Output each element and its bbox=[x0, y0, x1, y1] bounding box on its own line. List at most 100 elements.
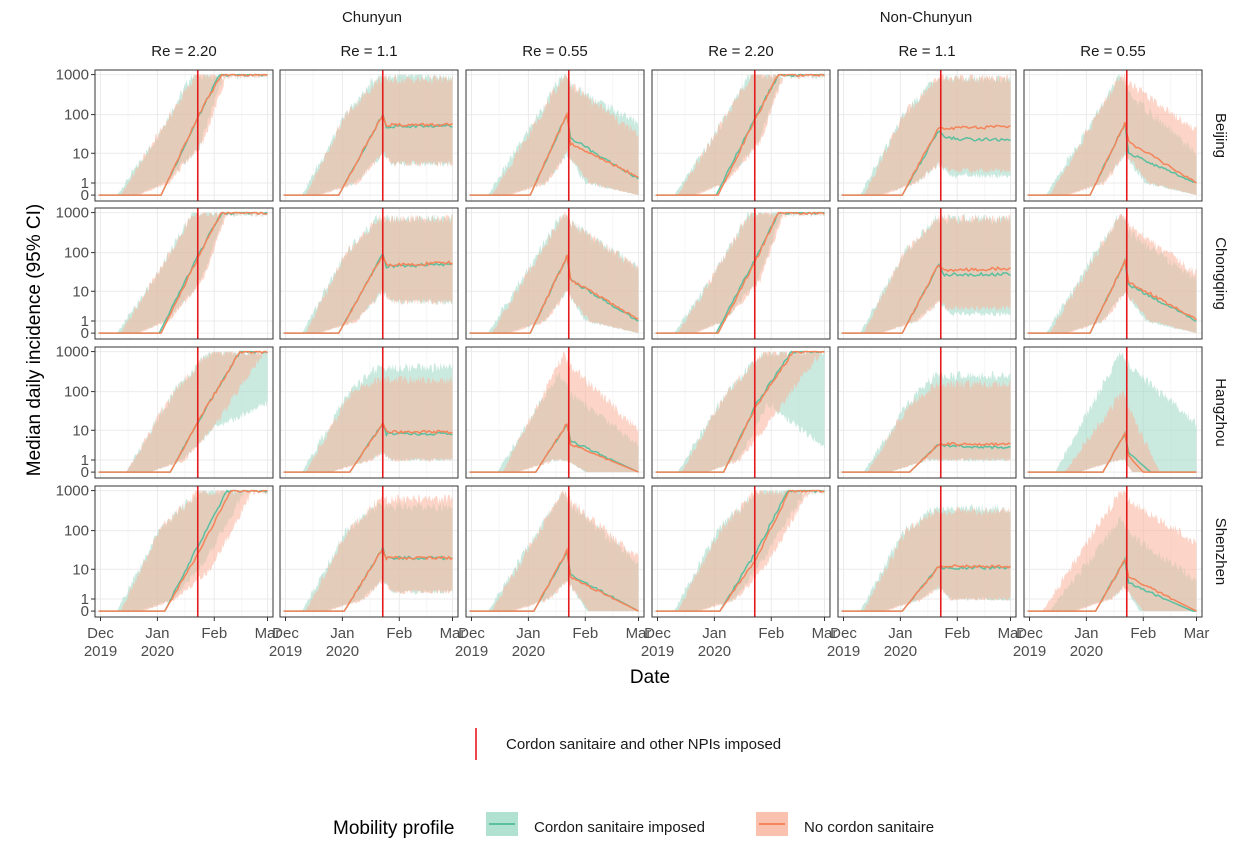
panel-hangzhou-chunyun-re-1-1 bbox=[279, 346, 459, 479]
median-line-no-cordon-sanitaire bbox=[283, 254, 453, 334]
panel-data bbox=[98, 73, 268, 196]
median-line-no-cordon-sanitaire bbox=[469, 254, 639, 334]
legend-label-no-cordon: No cordon sanitaire bbox=[804, 819, 934, 836]
y-tick-label: 0 bbox=[81, 325, 89, 342]
median-line-no-cordon-sanitaire bbox=[841, 564, 1011, 612]
y-tick-label: 100 bbox=[64, 523, 89, 540]
panel-data bbox=[841, 213, 1011, 334]
panel-data bbox=[841, 74, 1011, 196]
x-tick-label: Dec bbox=[272, 625, 299, 642]
panel-beijing-non-chunyun-re-1-1: Re = 1.1 bbox=[837, 43, 1017, 202]
panel-data bbox=[469, 351, 639, 473]
median-line-no-cordon-sanitaire bbox=[98, 489, 268, 612]
y-tick-label: 10 bbox=[72, 283, 89, 300]
panel-data bbox=[1027, 212, 1197, 334]
y-tick-label: 1 bbox=[81, 452, 89, 469]
panel-border bbox=[837, 485, 1017, 618]
y-tick-label: 1 bbox=[81, 175, 89, 192]
y-tick-label: 10 bbox=[72, 561, 89, 578]
ci-band-no-cordon-sanitaire bbox=[283, 374, 453, 473]
panel-hangzhou-non-chunyun-re-1-1 bbox=[837, 346, 1017, 479]
panel-data bbox=[98, 350, 268, 473]
panel-border bbox=[94, 485, 274, 618]
ci-band-no-cordon-sanitaire bbox=[98, 212, 268, 334]
panel-border bbox=[651, 346, 831, 479]
median-line-no-cordon-sanitaire bbox=[1027, 431, 1197, 473]
x-tick-label: Mar bbox=[255, 625, 281, 642]
x-tick-label: Jan bbox=[516, 625, 540, 642]
panel-hangzhou-non-chunyun-re-0-55: Hangzhou bbox=[1023, 346, 1229, 479]
group-header-non-chunyun: Non-Chunyun bbox=[880, 9, 973, 26]
median-line-no-cordon-sanitaire bbox=[655, 73, 825, 196]
x-tick-label: Mar bbox=[998, 625, 1024, 642]
median-line-no-cordon-sanitaire bbox=[841, 441, 1011, 473]
legend-label-cordon: Cordon sanitaire imposed bbox=[534, 819, 705, 836]
panel-border bbox=[651, 207, 831, 340]
x-axis-title: Date bbox=[630, 667, 670, 688]
row-strip-label: Shenzhen bbox=[1212, 518, 1229, 586]
ci-band-no-cordon-sanitaire bbox=[655, 351, 825, 473]
panel-border bbox=[1023, 69, 1203, 202]
panel-data bbox=[1027, 490, 1197, 612]
median-line-no-cordon-sanitaire bbox=[1027, 259, 1197, 334]
panel-chongqing-chunyun-re-2-20: 01 10 100 1000 bbox=[56, 205, 274, 342]
panel-beijing-non-chunyun-re-0-55: Re = 0.55 Beijing bbox=[1023, 43, 1229, 202]
column-strip-label: Re = 1.1 bbox=[898, 43, 955, 60]
panel-data bbox=[283, 74, 453, 196]
panel-data bbox=[283, 362, 453, 473]
mobility-legend-title: Mobility profile bbox=[333, 818, 454, 839]
ci-band-no-cordon-sanitaire bbox=[283, 494, 453, 612]
panel-border bbox=[279, 207, 459, 340]
panel-data bbox=[469, 74, 639, 196]
x-tick-label-year: 2020 bbox=[512, 643, 545, 660]
x-tick-label: Feb bbox=[201, 625, 227, 642]
panel-data bbox=[469, 212, 639, 334]
panel-beijing-chunyun-re-1-1: Re = 1.1 bbox=[279, 43, 459, 202]
panel-data bbox=[98, 489, 268, 612]
median-line-no-cordon-sanitaire bbox=[469, 546, 639, 612]
y-tick-label: 10 bbox=[72, 145, 89, 162]
x-tick-label: Feb bbox=[572, 625, 598, 642]
panel-hangzhou-chunyun-re-2-20: 01 10 100 1000 bbox=[56, 344, 274, 481]
panel-data bbox=[283, 494, 453, 612]
panel-border bbox=[465, 346, 645, 479]
intervention-legend: Cordon sanitaire and other NPIs imposed bbox=[475, 728, 781, 760]
ci-band-no-cordon-sanitaire bbox=[469, 490, 639, 612]
panel-chongqing-non-chunyun-re-0-55: Chongqing bbox=[1023, 207, 1229, 340]
x-tick-label: Mar bbox=[440, 625, 466, 642]
panel-beijing-non-chunyun-re-2-20: Re = 2.20 bbox=[651, 43, 831, 202]
intervention-legend-label: Cordon sanitaire and other NPIs imposed bbox=[506, 736, 781, 753]
x-tick-label: Jan bbox=[145, 625, 169, 642]
column-strip-label: Re = 1.1 bbox=[340, 43, 397, 60]
panel-border bbox=[651, 69, 831, 202]
y-tick-label: 0 bbox=[81, 603, 89, 620]
x-tick-label: Feb bbox=[758, 625, 784, 642]
row-strip-label: Hangzhou bbox=[1212, 378, 1229, 446]
ci-band-no-cordon-sanitaire bbox=[655, 74, 825, 196]
panel-border bbox=[465, 69, 645, 202]
panel-chongqing-chunyun-re-1-1 bbox=[279, 207, 459, 340]
y-axis-title: Median daily incidence (95% CI) bbox=[24, 204, 45, 476]
column-strip-label: Re = 2.20 bbox=[708, 43, 773, 60]
x-tick-label: Jan bbox=[888, 625, 912, 642]
y-tick-label: 1000 bbox=[56, 344, 89, 361]
x-tick-label-year: 2019 bbox=[84, 643, 117, 660]
panel-border bbox=[279, 485, 459, 618]
ci-band-no-cordon-sanitaire bbox=[841, 74, 1011, 196]
panel-data bbox=[655, 211, 825, 334]
y-tick-label: 100 bbox=[64, 107, 89, 124]
panel-data bbox=[1027, 351, 1197, 473]
panel-beijing-chunyun-re-2-20: 01 10 100 1000 Re = 2.20 bbox=[56, 43, 274, 204]
group-header-chunyun: Chunyun bbox=[342, 9, 402, 26]
y-tick-label: 0 bbox=[81, 464, 89, 481]
panel-data bbox=[841, 370, 1011, 473]
panel-border bbox=[1023, 346, 1203, 479]
median-line-no-cordon-sanitaire bbox=[1027, 121, 1197, 196]
median-line-no-cordon-sanitaire bbox=[1027, 558, 1197, 612]
median-line-no-cordon-sanitaire bbox=[98, 73, 268, 196]
y-tick-label: 0 bbox=[81, 187, 89, 204]
